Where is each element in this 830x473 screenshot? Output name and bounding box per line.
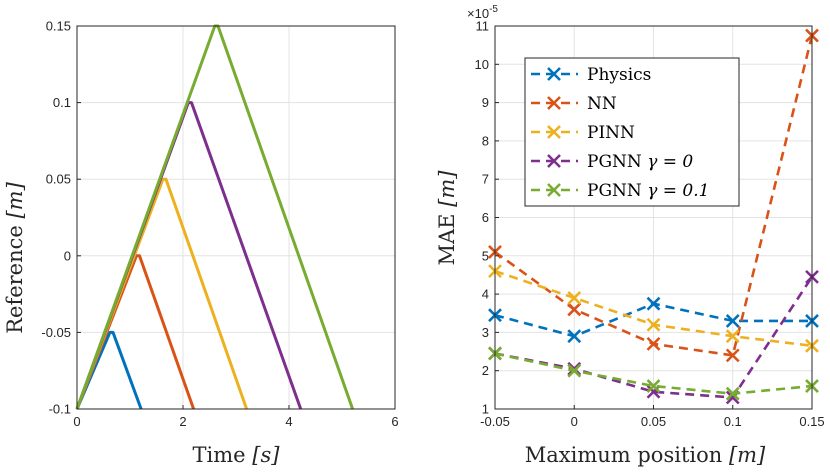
legend-label: PGNN γ = 0.1: [587, 181, 709, 201]
data-point-marker: [567, 302, 582, 317]
y-tick-label: 9: [482, 95, 489, 110]
x-tick-label: 0.05: [641, 414, 666, 429]
x-tick-label: 0: [73, 414, 80, 429]
x-tick-label: 4: [285, 414, 292, 429]
data-point-marker: [567, 363, 582, 378]
legend-entry: PINN: [531, 123, 635, 143]
y-tick-label: 7: [482, 172, 489, 187]
marker-stroke: [646, 336, 661, 351]
legend-label: PGNN γ = 0: [587, 152, 693, 172]
series-line-4: [75, 24, 355, 410]
legend-marker: [547, 183, 561, 197]
mae-ylabel: MAE [m]: [435, 170, 459, 266]
marker-stroke: [567, 361, 582, 376]
x-tick-label: 0.15: [799, 414, 824, 429]
data-point-marker: [646, 384, 661, 399]
data-point-marker: [725, 313, 740, 328]
reference-plot-frame: [76, 25, 396, 410]
mae-xlabel: Maximum position [m]: [525, 443, 766, 467]
data-point-marker: [646, 296, 661, 311]
marker-stroke: [567, 291, 582, 305]
reference-xlabel: Time [s]: [193, 443, 281, 467]
y-tick-label: 0: [64, 248, 71, 263]
legend-label: PINN: [587, 123, 635, 143]
marker-stroke: [567, 363, 582, 378]
marker-stroke: [725, 313, 740, 328]
y-tick-label: 10: [475, 57, 489, 72]
data-point-marker: [567, 329, 582, 344]
data-point-marker: [725, 329, 740, 344]
y-tick-label: 8: [482, 133, 489, 148]
data-point-marker: [725, 386, 740, 401]
legend-label: Physics: [587, 65, 651, 85]
data-point-marker: [646, 336, 661, 351]
marker-stroke: [646, 379, 661, 393]
x-tick-label: 0: [571, 414, 578, 429]
x-tick-label: 6: [391, 414, 398, 429]
y-tick-label: 5: [482, 248, 489, 263]
marker-stroke: [725, 386, 740, 401]
y-tick-label: 0.1: [53, 95, 71, 110]
data-point-marker: [646, 379, 661, 393]
legend-label: NN: [587, 94, 617, 114]
marker-stroke: [725, 348, 740, 363]
y-tick-label: -0.05: [41, 325, 71, 340]
y-tick-label: 6: [482, 210, 489, 225]
x-tick-label: -0.05: [480, 414, 510, 429]
legend-marker: [547, 67, 561, 81]
y-tick-label: 1: [482, 402, 489, 417]
marker-stroke: [567, 329, 582, 344]
mae-exponent-label: ×10-5: [467, 4, 498, 21]
x-tick-label: 0.1: [724, 414, 742, 429]
marker-stroke: [725, 329, 740, 344]
legend-box: [524, 57, 740, 207]
y-tick-label: 0.15: [46, 19, 71, 34]
legend-marker: [547, 96, 561, 110]
data-point-marker: [646, 317, 661, 332]
reference-chart: 0 2 4 6 -0.1 -0.05 0 0.05 0.1 0.15 Time [s] Refer…: [3, 19, 399, 468]
data-point-marker: [567, 291, 582, 305]
y-tick-label: 0.05: [46, 172, 71, 187]
legend-entry: PGNN γ = 0.1: [531, 181, 709, 201]
legend-entry: Physics: [531, 65, 651, 85]
mae-chart: -0.05 0 0.05 0.1 0.15 1 2 3 4 5 6 7 8 9 10 11 ×10-5 Max…: [435, 4, 825, 467]
legend-entry: PGNN γ = 0: [531, 152, 693, 172]
y-tick-label: -0.1: [49, 402, 71, 417]
legend-entry: NN: [531, 94, 617, 114]
data-point-marker: [567, 361, 582, 376]
marker-stroke: [646, 296, 661, 311]
y-tick-label: 2: [482, 363, 489, 378]
y-tick-label: 3: [482, 325, 489, 340]
y-tick-label: 4: [482, 287, 489, 302]
reference-ylabel: Reference [m]: [3, 181, 27, 333]
marker-stroke: [567, 302, 582, 317]
x-tick-label: 2: [179, 414, 186, 429]
marker-stroke: [646, 317, 661, 332]
legend-marker: [547, 154, 561, 168]
series-line-2: [75, 177, 249, 410]
y-tick-label: 11: [476, 19, 490, 34]
legend-marker: [547, 125, 561, 139]
legend: Physics NN PINN PGNN γ = 0 PGNN γ = 0.1: [524, 57, 740, 207]
series-line-0: [75, 330, 143, 410]
data-point-marker: [725, 348, 740, 363]
marker-stroke: [646, 384, 661, 399]
